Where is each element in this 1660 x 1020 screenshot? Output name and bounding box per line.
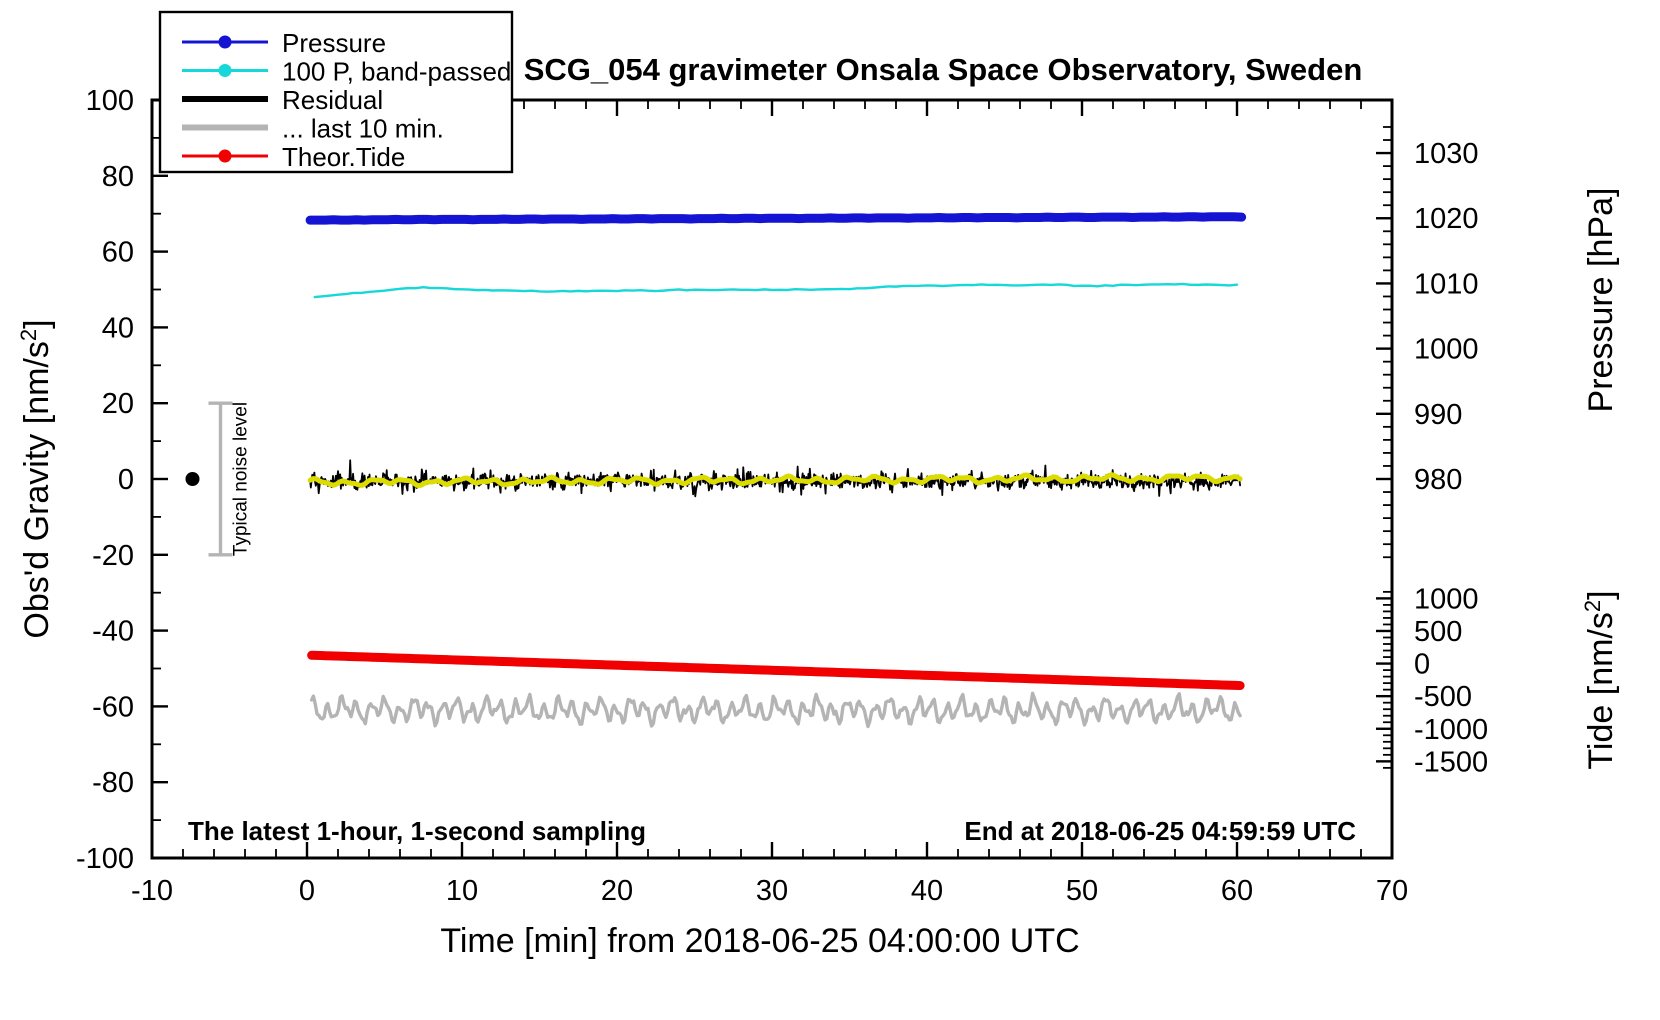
page-title: SCG_054 gravimeter Onsala Space Observat… [524, 52, 1363, 87]
trace-bandpassed-pressure [313, 282, 1239, 299]
bottom-tick-label: 30 [756, 875, 788, 907]
tide-tick-label: 500 [1414, 616, 1462, 648]
right-pressure-tick-labels: 1030 1020 1010 1000 990 980 [1414, 138, 1479, 496]
left-axis-tick-labels: 100 80 60 40 20 0 -20 -40 -60 -80 -100 [76, 85, 134, 875]
footer-left-note: The latest 1-hour, 1-second sampling [188, 816, 646, 846]
pressure-tick-label: 990 [1414, 399, 1462, 431]
tide-tick-label: 0 [1414, 649, 1430, 681]
bottom-tick-label: 50 [1066, 875, 1098, 907]
left-tick-label: 20 [102, 388, 134, 420]
data-traces [305, 212, 1247, 729]
legend-label-5[interactable]: Theor.Tide [282, 142, 405, 172]
legend-label-4[interactable]: ... last 10 min. [282, 114, 444, 144]
typical-noise-level-annotation: Typical noise level [185, 401, 252, 557]
noise-center-dot [185, 472, 200, 486]
tide-tick-label: -1000 [1414, 714, 1488, 746]
left-tick-label: 100 [86, 85, 134, 117]
bottom-axis-ticks [150, 842, 1394, 858]
pressure-tick-label: 1010 [1414, 268, 1479, 300]
legend-label-2[interactable]: 100 P, band-passed [282, 57, 511, 87]
legend-box [158, 10, 514, 174]
bottom-tick-label: -10 [131, 875, 173, 907]
tide-tick-label: 1000 [1414, 583, 1479, 615]
left-tick-label: -20 [92, 540, 134, 572]
trace-pressure [305, 212, 1247, 225]
left-tick-label: 80 [102, 161, 134, 193]
bottom-tick-label: 20 [601, 875, 633, 907]
bottom-tick-label: 10 [446, 875, 478, 907]
bottom-tick-label: 70 [1376, 875, 1408, 907]
bottom-axis-title: Time [min] from 2018-06-25 04:00:00 UTC [440, 922, 1079, 960]
left-tick-label: 40 [102, 312, 134, 344]
pressure-tick-label: 980 [1414, 464, 1462, 496]
trace-residual-smoothed [307, 472, 1243, 489]
left-tick-label: 0 [118, 464, 134, 496]
pressure-tick-label: 1030 [1414, 138, 1479, 170]
footer-right-note: End at 2018-06-25 04:59:59 UTC [964, 816, 1356, 846]
left-tick-label: -60 [92, 691, 134, 723]
bottom-tick-label: 0 [299, 875, 315, 907]
left-tick-label: -40 [92, 616, 134, 648]
trace-theoretical-tide [307, 650, 1245, 691]
left-axis-title: Obs'd Gravity [nm/s2] [16, 319, 56, 638]
right-axis-ticks [1376, 126, 1392, 769]
trace-last-10-min [309, 691, 1242, 729]
legend-marker-5 [218, 149, 232, 163]
legend-label-3[interactable]: Residual [282, 85, 383, 115]
right-tide-axis-title: Tide [nm/s2] [1580, 590, 1620, 769]
right-pressure-axis-title: Pressure [hPa] [1582, 188, 1620, 413]
legend-marker-1 [218, 35, 232, 49]
left-tick-label: -100 [76, 843, 134, 875]
left-tick-label: 60 [102, 237, 134, 269]
bottom-tick-label: 60 [1221, 875, 1253, 907]
pressure-tick-label: 1000 [1414, 334, 1479, 366]
bottom-tick-label: 40 [911, 875, 943, 907]
legend-label-1[interactable]: Pressure [282, 28, 386, 58]
legend-marker-2 [218, 64, 232, 77]
noise-level-label: Typical noise level [231, 402, 252, 556]
left-axis-ticks [152, 98, 168, 860]
pressure-tick-label: 1020 [1414, 203, 1479, 235]
tide-tick-label: -500 [1414, 681, 1472, 713]
bottom-axis-tick-labels: -10 0 10 20 30 40 50 60 70 [131, 875, 1408, 907]
tide-tick-label: -1500 [1414, 746, 1488, 778]
left-tick-label: -80 [92, 767, 134, 799]
